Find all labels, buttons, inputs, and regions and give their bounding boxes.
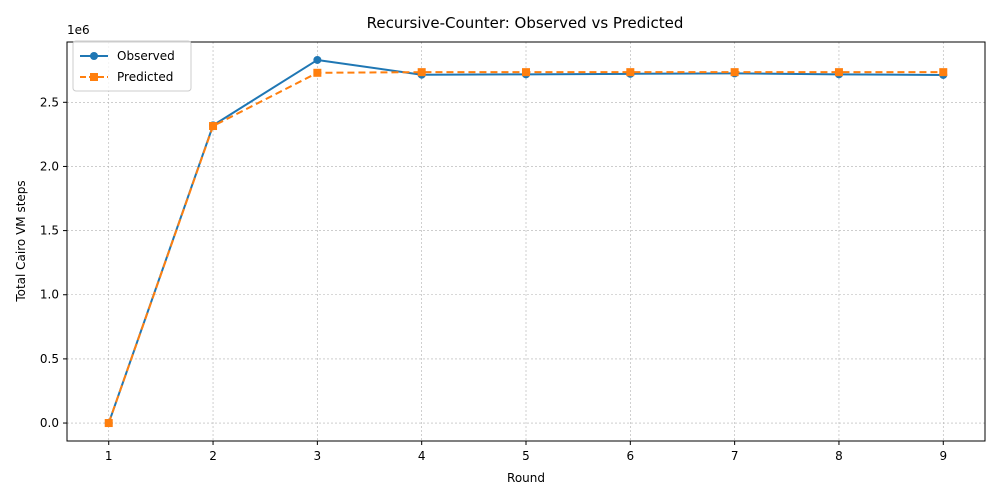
legend-label-predicted: Predicted: [117, 70, 173, 84]
data-point-predicted: [417, 68, 426, 77]
data-point-predicted: [313, 68, 322, 77]
y-axis-ticks: 0.0 0.5 1.0 1.5 2.0 2.5: [40, 95, 67, 430]
legend: Observed Predicted: [72, 40, 192, 92]
legend-box: [72, 40, 192, 92]
series-markers: [104, 55, 948, 428]
x-axis-ticks: 1 2 3 4 5 6 7 8 9: [105, 441, 947, 463]
legend-marker-observed: [90, 52, 98, 60]
x-tick-label: 7: [731, 449, 739, 463]
y-axis-label: Total Cairo VM steps: [14, 180, 28, 302]
x-tick-label: 3: [314, 449, 322, 463]
y-tick-label: 0.0: [40, 416, 59, 430]
data-point-predicted: [209, 122, 218, 131]
x-tick-label: 2: [209, 449, 217, 463]
data-point-predicted: [104, 419, 113, 428]
data-point-predicted: [522, 68, 530, 77]
x-tick-label: 6: [626, 449, 634, 463]
data-point-predicted: [834, 68, 843, 77]
y-tick-label: 1.5: [40, 224, 59, 238]
y-tick-label: 2.0: [40, 159, 59, 173]
y-tick-label: 1.0: [40, 288, 59, 302]
x-tick-label: 9: [939, 449, 947, 463]
x-tick-label: 1: [105, 449, 113, 463]
legend-marker-predicted: [90, 73, 98, 81]
x-tick-label: 4: [418, 449, 426, 463]
data-point-predicted: [626, 68, 635, 77]
y-tick-label: 2.5: [40, 95, 59, 109]
x-axis-label: Round: [507, 471, 545, 485]
chart-title: Recursive-Counter: Observed vs Predicted: [367, 14, 684, 32]
data-point-predicted: [939, 68, 948, 77]
grid: [67, 42, 985, 441]
x-tick-label: 5: [522, 449, 530, 463]
data-point-observed: [313, 55, 322, 64]
x-tick-label: 8: [835, 449, 843, 463]
legend-label-observed: Observed: [117, 49, 175, 63]
y-tick-label: 0.5: [40, 352, 59, 366]
y-axis-offset-label: 1e6: [67, 23, 90, 37]
data-point-predicted: [730, 68, 739, 77]
